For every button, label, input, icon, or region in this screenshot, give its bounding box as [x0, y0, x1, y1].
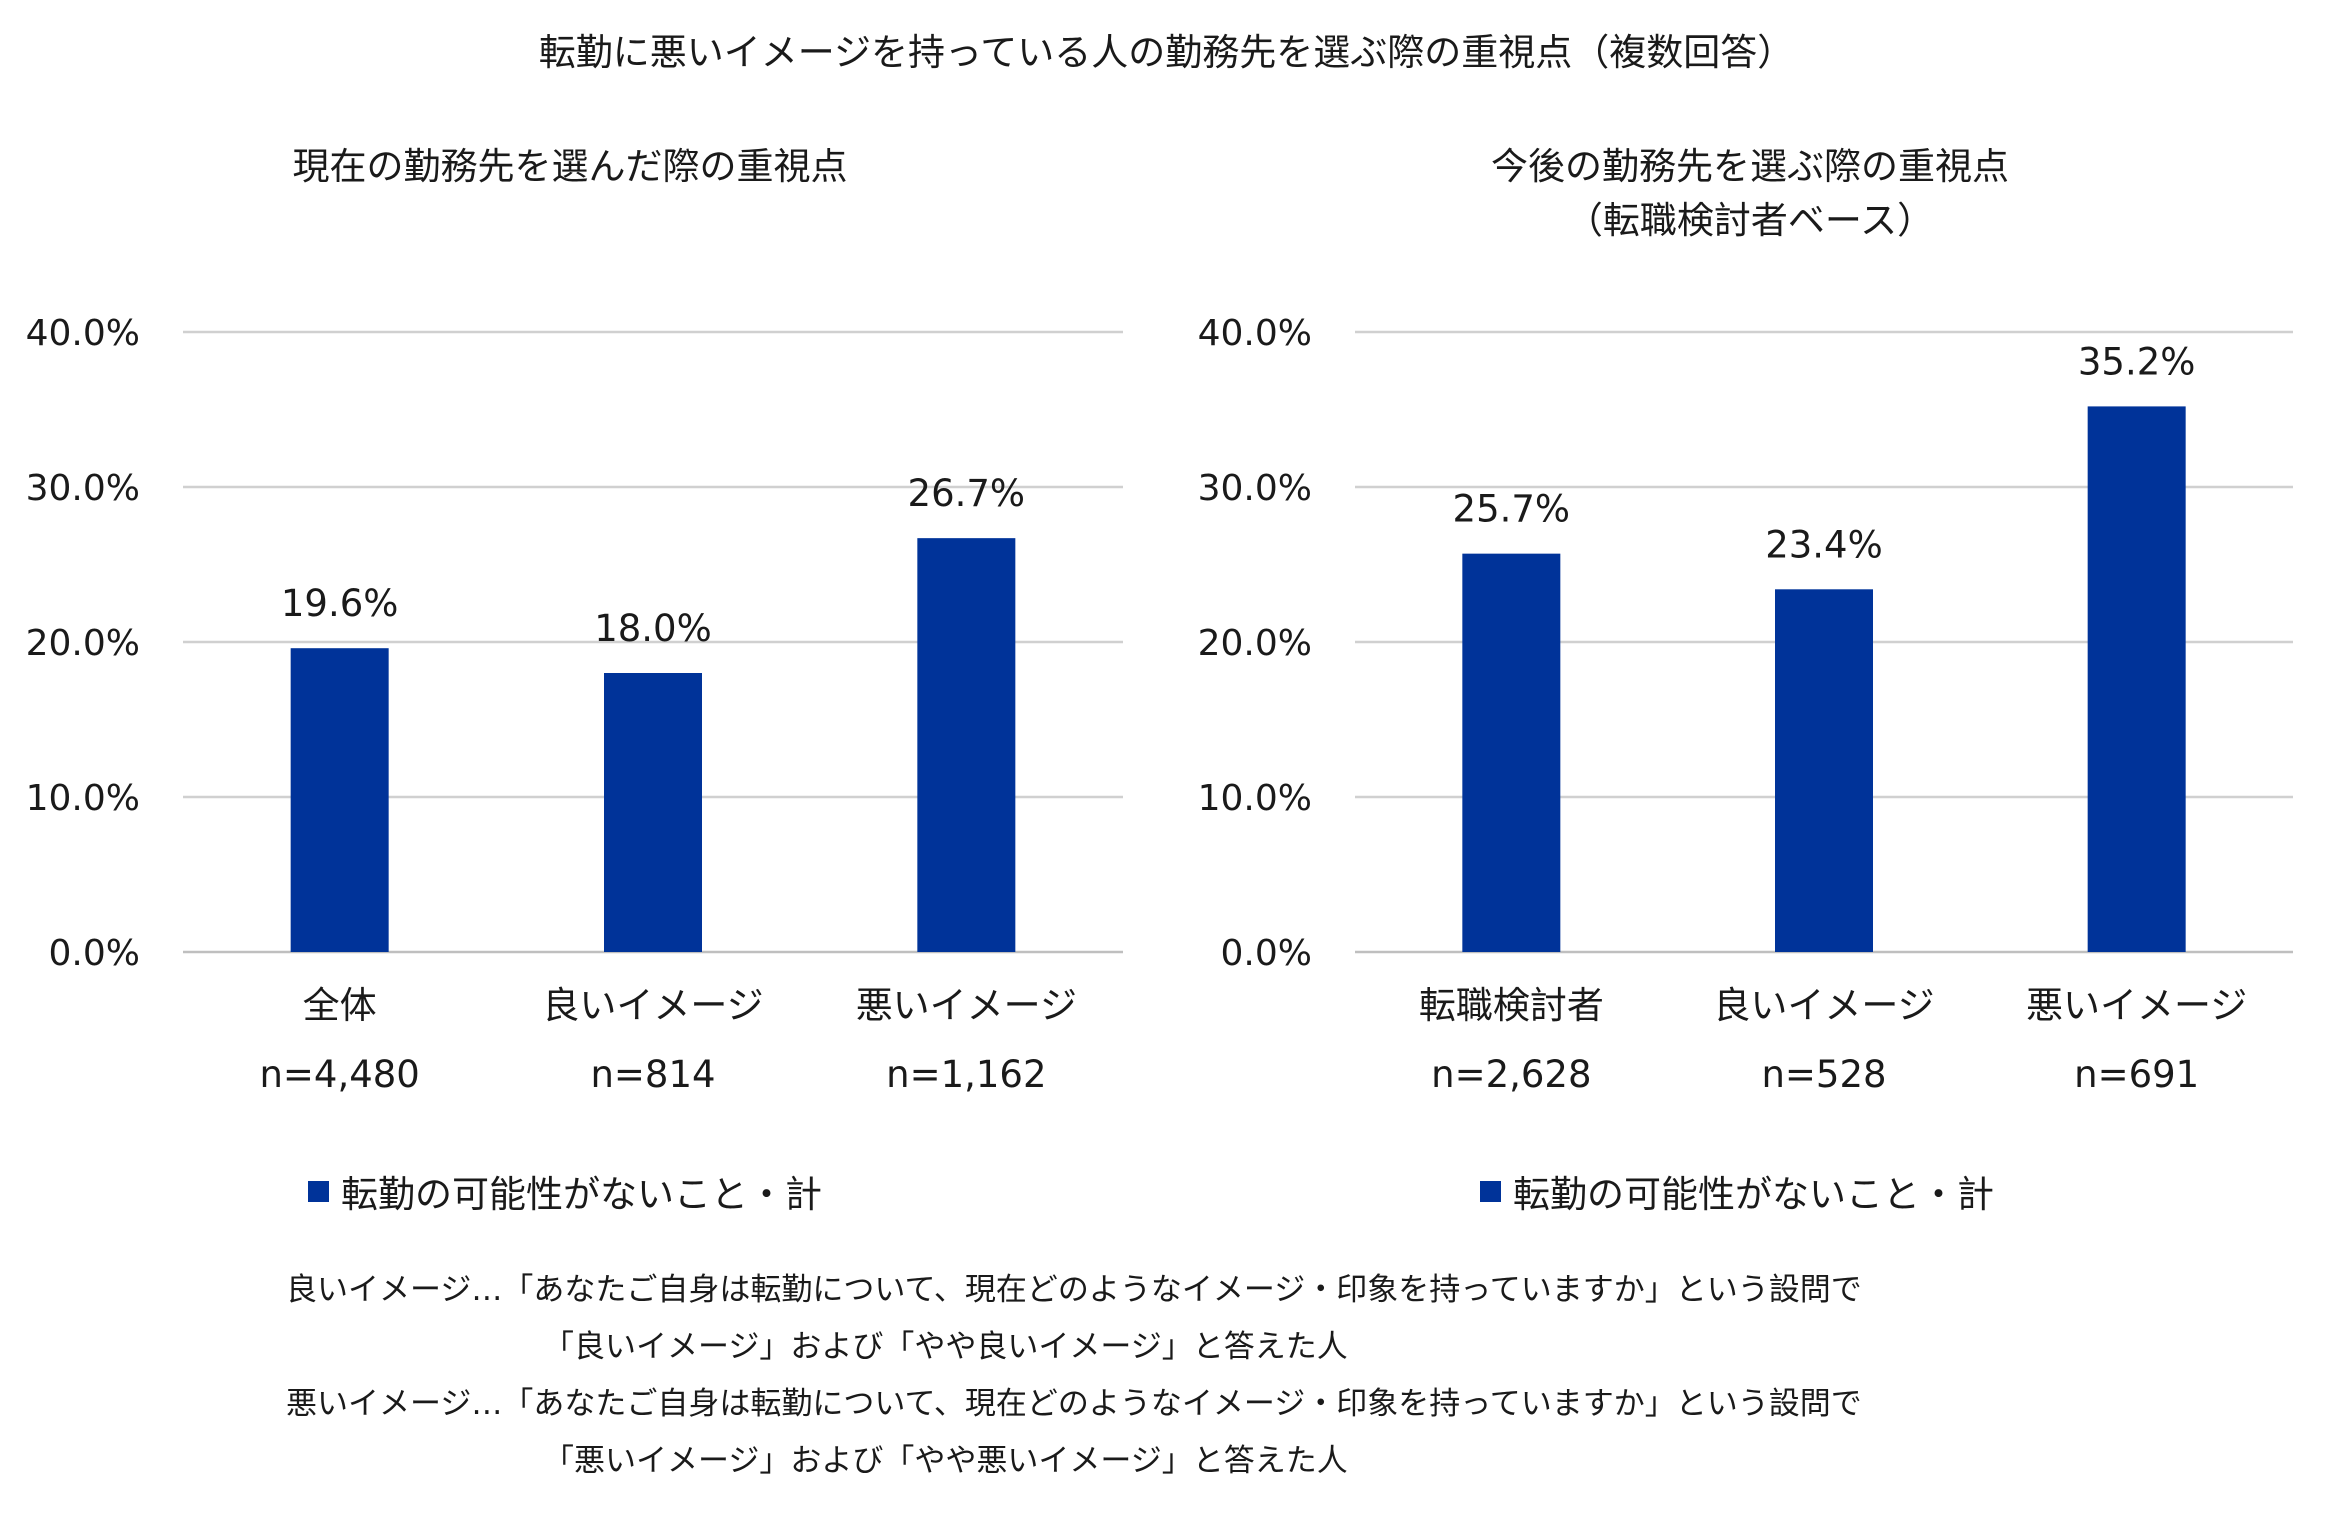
sample-size-label: n=2,628: [1431, 1053, 1591, 1096]
right-legend: 転勤の可能性がないこと・計: [1480, 1164, 1994, 1218]
footnote-label: 悪いイメージ…: [286, 1386, 503, 1422]
y-tick-label: 0.0%: [1221, 933, 1312, 974]
left-legend-label: 転勤の可能性がないこと・計: [341, 1173, 822, 1216]
bar: [2087, 406, 2186, 952]
main-title: 転勤に悪いイメージを持っている人の勤務先を選ぶ際の重視点（複数回答）: [538, 31, 1795, 74]
y-tick-label: 40.0%: [26, 313, 140, 354]
y-tick-label: 20.0%: [1198, 623, 1312, 664]
legend-swatch: [1480, 1180, 1501, 1202]
footnote-line: 「悪いイメージ」および「やや悪いイメージ」と答えた人: [543, 1433, 1348, 1490]
y-tick-label: 20.0%: [26, 623, 140, 664]
y-tick-label: 40.0%: [1198, 313, 1312, 354]
data-label: 35.2%: [2078, 340, 2196, 383]
sample-size-label: n=691: [2074, 1053, 2199, 1096]
data-label: 23.4%: [1765, 523, 1883, 566]
category-label: 悪いイメージ: [856, 984, 1077, 1027]
footnote-text: 「良いイメージ」および「やや良いイメージ」と答えた人: [543, 1329, 1348, 1365]
right-chart-title-text: 今後の勤務先を選ぶ際の重視点: [1491, 145, 2009, 188]
category-label: 全体: [303, 984, 377, 1027]
y-tick-label: 10.0%: [26, 778, 140, 819]
footnote-line: 「良いイメージ」および「やや良いイメージ」と答えた人: [543, 1319, 1348, 1376]
left-legend: 転勤の可能性がないこと・計: [308, 1164, 822, 1218]
bar: [917, 538, 1016, 952]
y-tick-label: 10.0%: [1198, 778, 1312, 819]
footnote-line: 悪いイメージ…「あなたご自身は転勤について、現在どのようなイメージ・印象を持って…: [286, 1376, 1862, 1433]
y-tick-label: 30.0%: [26, 468, 140, 509]
sample-size-label: n=814: [590, 1053, 715, 1096]
y-tick-label: 0.0%: [49, 933, 140, 974]
sample-size-label: n=4,480: [259, 1053, 419, 1096]
bar: [1775, 589, 1873, 952]
bar: [290, 648, 389, 952]
left-chart-title: 現在の勤務先を選んだ際の重視点: [180, 140, 960, 194]
sample-size-label: n=528: [1761, 1053, 1886, 1096]
right-chart: 0.0% 10.0% 20.0% 30.0% 40.0% 25.7% 転職検討者 n=2,62…: [1198, 313, 2293, 1096]
category-label: 良いイメージ: [1713, 984, 1934, 1027]
bar: [1462, 553, 1561, 952]
footnote-text: 「あなたご自身は転勤について、現在どのようなイメージ・印象を持っていますか」とい…: [502, 1272, 1862, 1308]
bar: [604, 673, 702, 952]
category-label: 良いイメージ: [542, 984, 763, 1027]
data-label: 18.0%: [594, 607, 712, 650]
sample-size-label: n=1,162: [886, 1053, 1046, 1096]
right-chart-subtitle: （転職検討者ベース）: [1565, 199, 1935, 242]
data-label: 25.7%: [1453, 488, 1571, 531]
left-chart: 0.0% 10.0% 20.0% 30.0% 40.0% 19.6% 全体 n=4,480 18…: [26, 313, 1123, 1096]
right-chart-title: 今後の勤務先を選ぶ際の重視点 （転職検討者ベース）: [1360, 140, 2140, 248]
category-label: 転職検討者: [1419, 984, 1604, 1027]
data-label: 19.6%: [281, 582, 399, 625]
y-tick-label: 30.0%: [1198, 468, 1312, 509]
left-chart-title-text: 現在の勤務先を選んだ際の重視点: [292, 145, 848, 188]
footnote-line: 良いイメージ…「あなたご自身は転勤について、現在どのようなイメージ・印象を持って…: [286, 1262, 1862, 1319]
data-label: 26.7%: [908, 472, 1026, 515]
category-label: 悪いイメージ: [2026, 984, 2247, 1027]
legend-swatch: [308, 1180, 329, 1202]
footnote-label: 良いイメージ…: [286, 1272, 503, 1308]
footnote-text: 「悪いイメージ」および「やや悪いイメージ」と答えた人: [543, 1443, 1348, 1479]
right-legend-label: 転勤の可能性がないこと・計: [1513, 1173, 1994, 1216]
footnote-text: 「あなたご自身は転勤について、現在どのようなイメージ・印象を持っていますか」とい…: [502, 1386, 1862, 1422]
